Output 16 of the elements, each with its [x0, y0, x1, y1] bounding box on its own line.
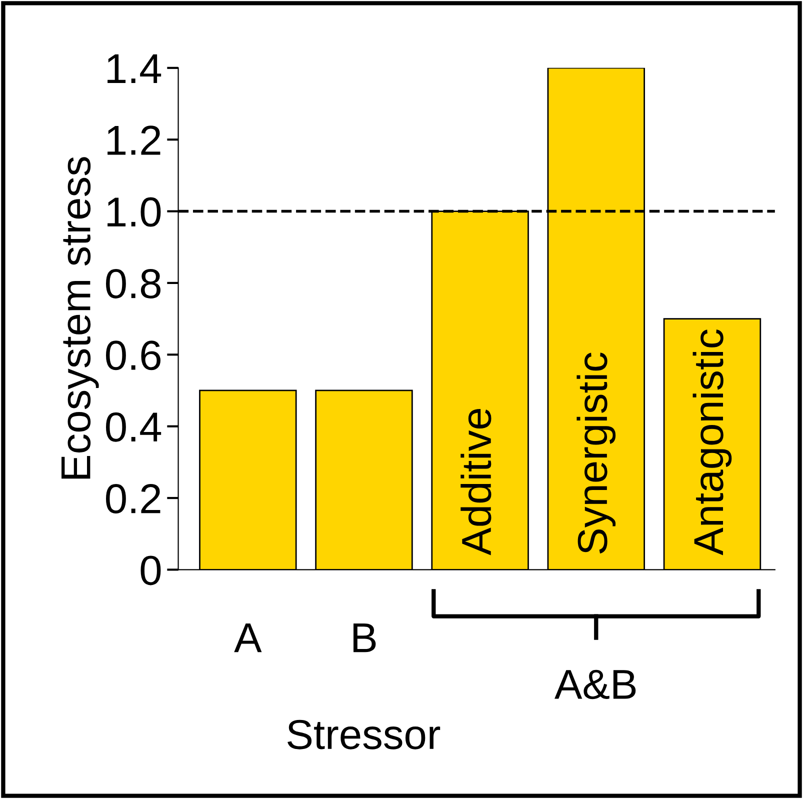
x-tick-label: Synergistic: [576, 352, 616, 554]
y-tick-label: 0.4: [106, 412, 162, 442]
x-tick-label: A: [234, 623, 262, 652]
y-tick-label: 1.2: [108, 126, 160, 155]
y-tick-label: 0.8: [106, 268, 160, 298]
y-tick-label: 1.0: [108, 197, 161, 227]
y-tick-label: 1.4: [108, 54, 162, 84]
y-tick-label: 0.2: [106, 484, 160, 514]
text: A&B: [554, 670, 636, 700]
y-tick-label: 0: [140, 556, 161, 586]
x-tick-label: Antagonistic: [692, 329, 732, 556]
x-tick-label: Additive: [460, 408, 492, 556]
x-tick-label: B: [354, 623, 376, 652]
y-axis-title: Ecosystem stress: [62, 157, 99, 479]
y-tick-label: 0.6: [106, 340, 160, 370]
x-axis-title: Stressor: [288, 720, 440, 750]
